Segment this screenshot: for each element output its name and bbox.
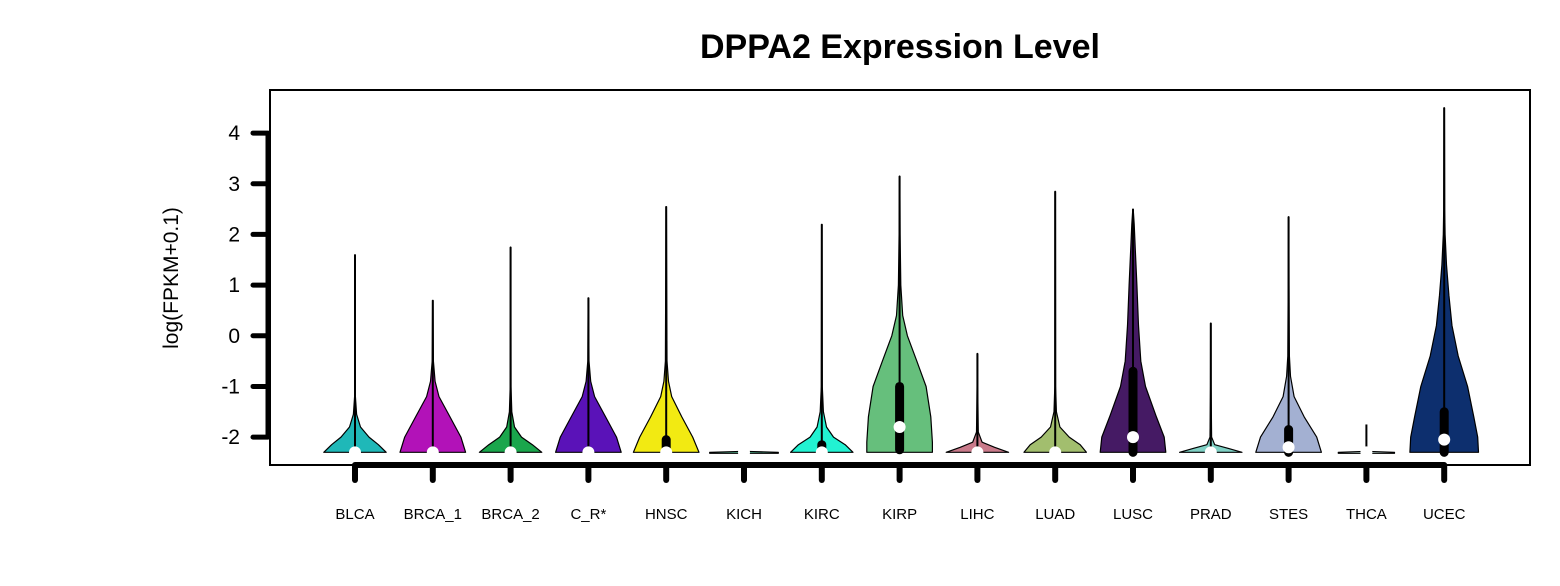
violin-median — [1204, 446, 1217, 459]
x-tick-label: KIRC — [804, 506, 840, 523]
violin-median — [971, 446, 984, 459]
x-tick-label: LUAD — [1035, 506, 1075, 523]
violin-median — [426, 446, 439, 459]
x-tick-label: PRAD — [1190, 506, 1232, 523]
x-tick-label: KIRP — [882, 506, 917, 523]
violin-stes — [1255, 216, 1322, 457]
violin-median — [1282, 441, 1295, 454]
violin-median — [893, 420, 906, 433]
y-tick-label: 0 — [228, 325, 240, 348]
x-tick-label: BLCA — [335, 506, 374, 523]
violin-kirp — [866, 175, 933, 455]
x-tick-label: LUSC — [1113, 506, 1153, 523]
y-tick-label: -2 — [221, 426, 240, 449]
y-tick-label: 2 — [228, 223, 240, 246]
violin-median — [504, 446, 517, 459]
x-tick-label: LIHC — [960, 506, 994, 523]
y-axis-label: log(FPKM+0.1) — [160, 207, 183, 349]
y-tick-label: 1 — [228, 274, 240, 297]
x-tick-label: UCEC — [1423, 506, 1466, 523]
violin-prad — [1179, 322, 1243, 459]
violin-brca-1 — [399, 299, 467, 459]
violin-brca-2 — [478, 246, 543, 459]
violin-blca — [323, 254, 387, 459]
violin-thca — [1337, 424, 1396, 459]
violin-median — [660, 446, 673, 459]
violin-hnsc — [632, 206, 700, 459]
violin-median — [1438, 433, 1451, 446]
violin-kich — [709, 446, 779, 459]
violin-kirc — [790, 223, 854, 459]
violin-luad — [1023, 190, 1087, 459]
violin-median — [349, 446, 361, 459]
x-tick-label: BRCA_2 — [481, 506, 539, 523]
violin-median — [815, 446, 828, 459]
y-tick-label: 4 — [228, 122, 240, 145]
violin-c-r- — [555, 297, 622, 459]
violins — [323, 107, 1480, 459]
y-tick-label: -1 — [221, 375, 240, 398]
y-axis: -2 -1 0 1 2 3 4 — [221, 122, 271, 449]
violin-lusc — [1099, 208, 1167, 457]
violin-ucec — [1409, 107, 1480, 457]
y-tick-label: 3 — [228, 173, 240, 196]
violin-median — [738, 446, 750, 459]
chart-title: DPPA2 Expression Level — [700, 28, 1100, 66]
x-tick-label: C_R* — [570, 506, 606, 523]
violin-median — [1049, 446, 1062, 459]
x-tick-label: HNSC — [645, 506, 688, 523]
x-tick-label: BRCA_1 — [404, 506, 462, 523]
violin-median — [1127, 431, 1139, 444]
violin-median — [1360, 446, 1373, 459]
x-tick-label: KICH — [726, 506, 762, 523]
violin-median — [582, 446, 595, 459]
x-tick-labels: BLCA BRCA_1 BRCA_2 C_R* HNSC KICH KIRC KIRP LIHC… — [335, 506, 1465, 523]
x-axis — [352, 462, 1448, 483]
x-tick-label: STES — [1269, 506, 1308, 523]
x-tick-label: THCA — [1346, 506, 1387, 523]
violin-lihc — [945, 352, 1010, 459]
